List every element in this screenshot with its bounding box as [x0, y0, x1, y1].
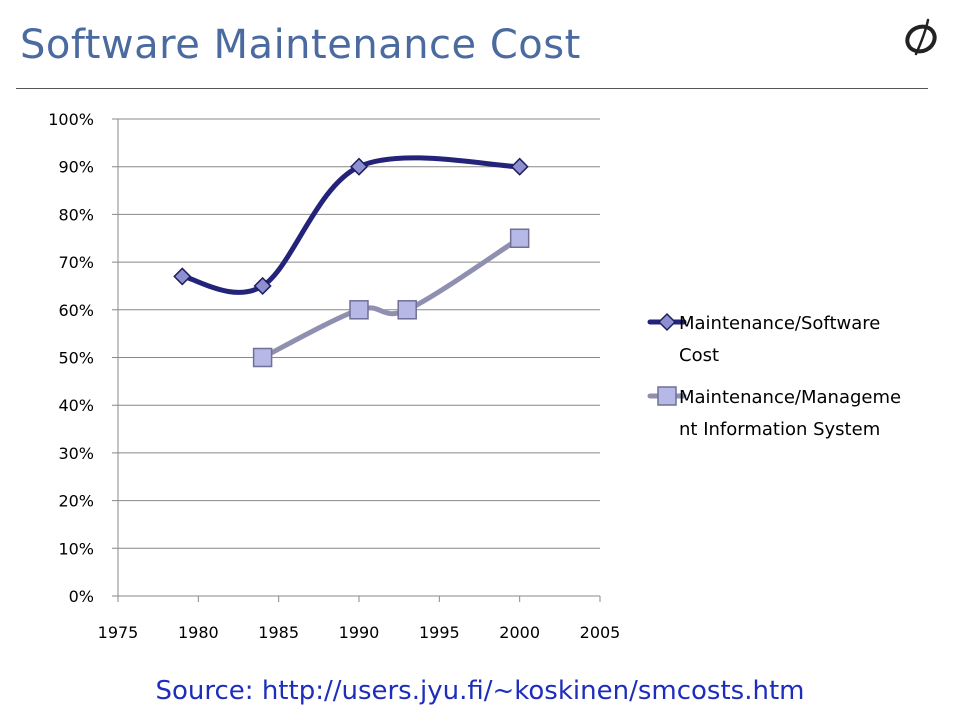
- x-tick-label: 2000: [499, 623, 540, 642]
- x-tick-label: 1980: [178, 623, 219, 642]
- legend-label: nt Information System: [679, 419, 880, 440]
- legend-marker-square: [657, 386, 677, 406]
- legend-label: Maintenance/Software: [679, 313, 880, 334]
- y-tick-label: 50%: [58, 349, 94, 368]
- legend-label: Maintenance/Manageme: [679, 387, 901, 408]
- data-point-square: [397, 300, 417, 320]
- data-point-diamond: [173, 267, 192, 286]
- script-O-logo-icon: [905, 18, 937, 56]
- slide-title: Software Maintenance Cost: [20, 22, 581, 68]
- data-point-diamond: [253, 276, 272, 296]
- x-tick-label: 1995: [419, 623, 460, 642]
- chart-axes: 0% 10% 20% 30% 40% 50% 60% 70% 80% 90% 100% 1975 198…: [48, 110, 620, 642]
- y-tick-label: 20%: [58, 492, 94, 511]
- y-tick-label: 60%: [58, 301, 94, 320]
- x-tick-label: 2005: [580, 623, 621, 642]
- legend-marker-diamond: [657, 312, 677, 332]
- data-point-diamond: [510, 157, 529, 176]
- data-point-square: [349, 300, 369, 320]
- y-tick-label: 0%: [69, 587, 94, 606]
- data-point-square: [509, 228, 530, 248]
- x-tick-label: 1990: [339, 623, 380, 642]
- y-tick-label: 30%: [58, 444, 94, 463]
- title-divider: [16, 88, 928, 89]
- y-tick-label: 80%: [58, 205, 94, 224]
- series-line-2: [260, 235, 523, 360]
- series-line-1: [179, 155, 523, 295]
- legend-label: Cost: [679, 345, 719, 366]
- y-tick-label: 90%: [58, 158, 94, 177]
- y-tick-label: 100%: [48, 110, 94, 129]
- data-point-diamond: [349, 157, 369, 176]
- y-tick-label: 10%: [58, 539, 94, 558]
- source-citation: Source: http://users.jyu.fi/~koskinen/sm…: [155, 676, 805, 706]
- y-tick-label: 40%: [58, 396, 94, 415]
- x-tick-label: 1975: [98, 623, 139, 642]
- chart-series: [173, 155, 530, 368]
- chart-legend: Maintenance/Software Cost Maintenance/Mana…: [647, 312, 901, 440]
- chart-gridlines: [112, 118, 600, 597]
- y-tick-label: 70%: [58, 253, 94, 272]
- data-point-square: [252, 347, 273, 368]
- x-tick-label: 1985: [258, 623, 299, 642]
